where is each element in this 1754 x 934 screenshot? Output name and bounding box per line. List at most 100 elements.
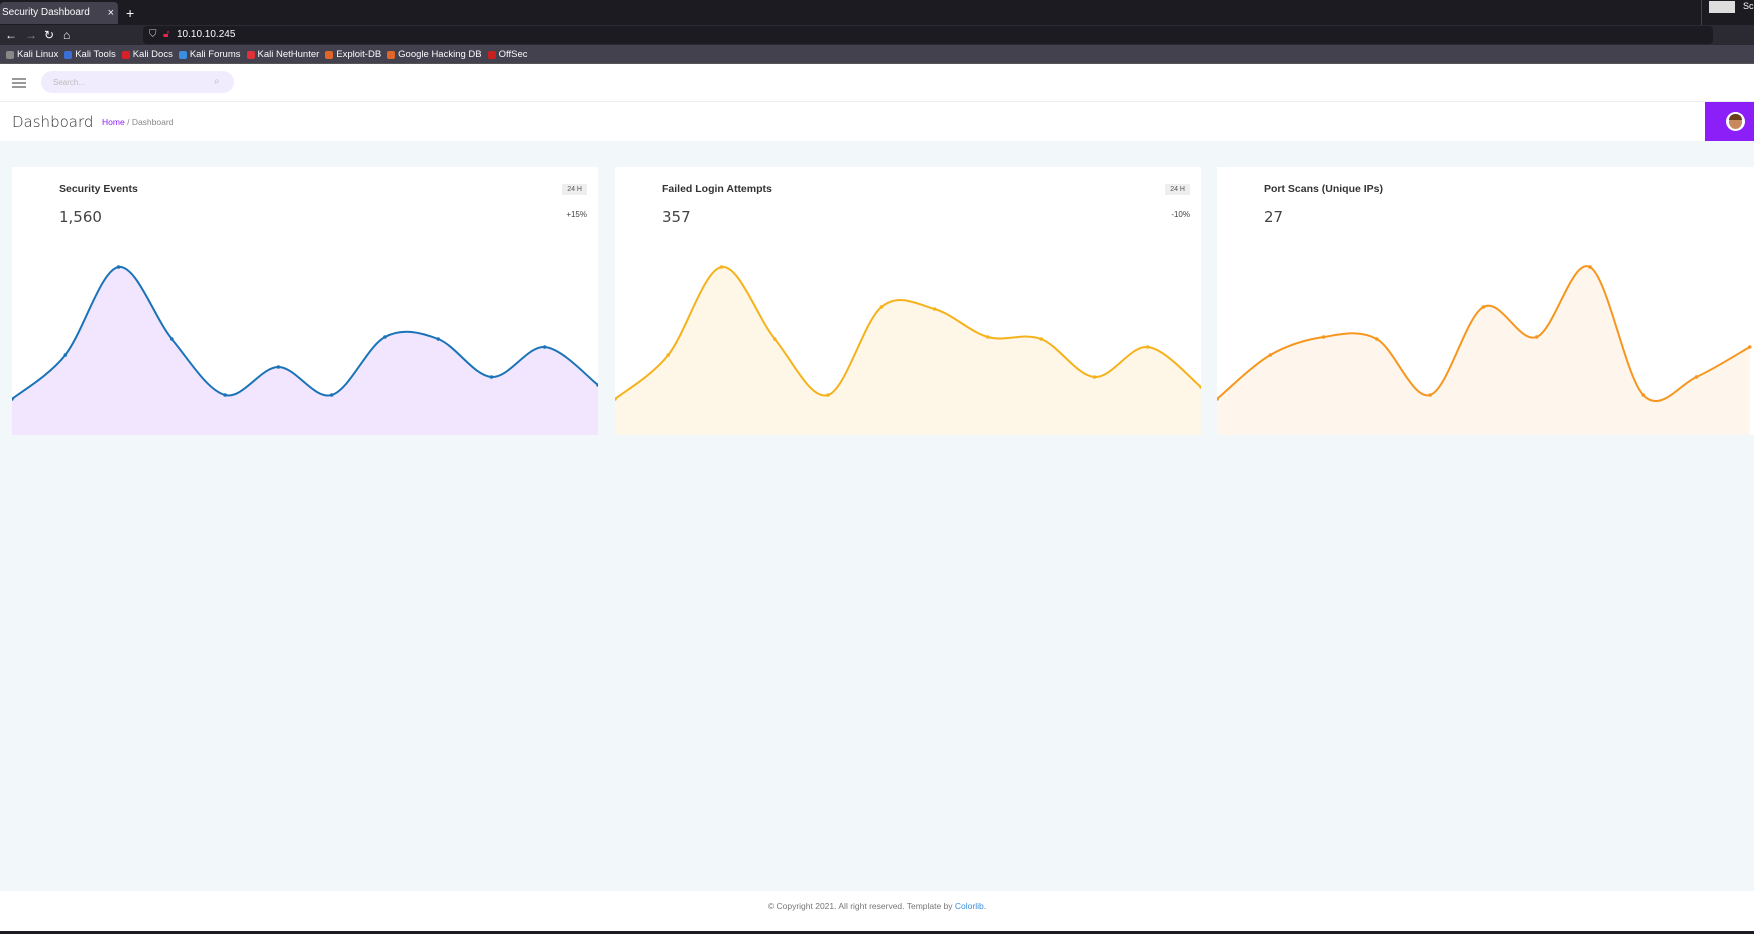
- data-point[interactable]: [436, 337, 440, 341]
- data-point[interactable]: [542, 345, 547, 349]
- new-tab-button[interactable]: +: [126, 5, 135, 21]
- url-text: 10.10.10.245: [177, 29, 236, 40]
- browser-tab[interactable]: Security Dashboard ×: [0, 2, 118, 24]
- bookmark-item[interactable]: Exploit-DB: [325, 45, 381, 64]
- card-title: Failed Login Attempts: [662, 183, 772, 195]
- data-point[interactable]: [1145, 345, 1150, 349]
- bookmark-item[interactable]: Kali Forums: [178, 45, 241, 64]
- data-point[interactable]: [1375, 337, 1379, 341]
- bookmark-item[interactable]: Kali NetHunter: [246, 45, 320, 64]
- search-input[interactable]: [41, 71, 234, 93]
- data-point[interactable]: [329, 393, 334, 397]
- search-icon[interactable]: ⌕: [214, 76, 220, 87]
- data-point[interactable]: [1199, 385, 1201, 389]
- avatar: [1726, 112, 1745, 131]
- browser-nav-bar: ← → ↻ ⌂ ⛉ 🔓︎ 10.10.10.245: [0, 25, 1754, 45]
- data-point[interactable]: [276, 365, 281, 369]
- area-chart: [1217, 265, 1752, 435]
- data-point[interactable]: [1641, 393, 1645, 397]
- data-point[interactable]: [12, 397, 14, 401]
- area-chart: [615, 265, 1201, 435]
- bookmark-item[interactable]: Kali Linux: [6, 45, 58, 64]
- data-point[interactable]: [223, 393, 227, 397]
- breadcrumb-home[interactable]: Home: [102, 117, 125, 127]
- bookmark-icon: [487, 50, 496, 59]
- data-point[interactable]: [170, 337, 174, 341]
- lock-icon: 🔓︎: [163, 29, 170, 40]
- data-point[interactable]: [1039, 337, 1043, 341]
- change-percent: -10%: [1171, 210, 1190, 219]
- data-point[interactable]: [1588, 265, 1592, 269]
- bookmark-label: Google Hacking DB: [398, 49, 482, 60]
- area-chart: [12, 265, 598, 435]
- data-point[interactable]: [826, 393, 830, 397]
- card-value: 1,560: [59, 208, 102, 226]
- period-badge: 24 H: [1165, 184, 1190, 195]
- colorlib-link[interactable]: Colorlib: [954, 901, 984, 911]
- data-point[interactable]: [116, 265, 121, 269]
- card-value: 357: [662, 208, 691, 226]
- data-point[interactable]: [1534, 335, 1539, 339]
- data-point[interactable]: [666, 353, 671, 357]
- bookmark-icon: [64, 50, 73, 59]
- bookmark-label: Kali Linux: [17, 49, 59, 60]
- bookmark-icon: [178, 50, 187, 59]
- bookmark-label: Kali Forums: [189, 49, 241, 60]
- breadcrumb: Home / Dashboard: [102, 117, 173, 127]
- data-point[interactable]: [596, 383, 598, 387]
- data-point[interactable]: [1481, 305, 1486, 309]
- bookmarks-bar: Kali Linux Kali Tools Kali Docs Kali Forums…: [0, 45, 1754, 64]
- data-point[interactable]: [1321, 335, 1326, 339]
- data-point[interactable]: [1092, 375, 1097, 379]
- series-area: [1217, 266, 1750, 435]
- close-tab-icon[interactable]: ×: [107, 7, 114, 19]
- footer-end: .: [983, 901, 987, 911]
- bookmark-label: Kali Tools: [75, 49, 116, 60]
- page-title: Dashboard: [12, 113, 94, 131]
- stat-card: Security Events 1,560 24 H +15%: [12, 167, 598, 435]
- bookmark-label: Kali Docs: [132, 49, 173, 60]
- bookmark-item[interactable]: Kali Tools: [64, 45, 116, 64]
- bookmark-icon: [6, 50, 14, 59]
- series-area: [12, 266, 598, 435]
- data-point[interactable]: [773, 337, 777, 341]
- data-point[interactable]: [1747, 345, 1752, 349]
- breadcrumb-separator: /: [127, 117, 130, 127]
- data-point[interactable]: [383, 335, 387, 339]
- bookmark-label: Kali NetHunter: [257, 49, 320, 60]
- overlay-thumbnail: [1709, 1, 1735, 13]
- footer-text: © Copyright 2021. All right reserved. Te…: [767, 901, 955, 911]
- forward-icon[interactable]: →: [25, 28, 37, 42]
- tab-title: Security Dashboard: [2, 7, 90, 18]
- data-point[interactable]: [1694, 375, 1699, 379]
- hamburger-menu-icon[interactable]: [12, 78, 26, 88]
- card-title: Port Scans (Unique IPs): [1264, 183, 1384, 195]
- data-point[interactable]: [932, 307, 937, 311]
- bookmark-item[interactable]: Kali Docs: [121, 45, 173, 64]
- url-bar[interactable]: ⛉ 🔓︎ 10.10.10.245: [143, 26, 1713, 44]
- reload-icon[interactable]: ↻: [44, 28, 55, 42]
- data-point[interactable]: [1268, 353, 1273, 357]
- overlay-text: Scr: [1743, 1, 1754, 11]
- data-point[interactable]: [63, 353, 68, 357]
- data-point[interactable]: [719, 265, 724, 269]
- stat-card: Port Scans (Unique IPs) 27: [1217, 167, 1754, 435]
- bookmark-label: OffSec: [498, 49, 528, 60]
- bookmark-item[interactable]: OffSec: [487, 45, 528, 64]
- data-point[interactable]: [986, 335, 990, 339]
- data-point[interactable]: [1428, 393, 1432, 397]
- bookmark-item[interactable]: Google Hacking DB: [387, 45, 482, 64]
- browser-tab-bar: Security Dashboard × +: [0, 0, 1754, 25]
- stat-card: Failed Login Attempts 357 24 H -10%: [615, 167, 1201, 435]
- bookmark-icon: [325, 50, 334, 59]
- data-point[interactable]: [879, 305, 884, 309]
- home-icon[interactable]: ⌂: [63, 28, 71, 42]
- data-point[interactable]: [615, 397, 617, 401]
- data-point[interactable]: [1217, 397, 1219, 401]
- bookmark-icon: [121, 50, 130, 59]
- taskbar: [0, 931, 1754, 934]
- page-title-bar: Dashboard Home / Dashboard: [0, 102, 1754, 141]
- back-icon[interactable]: ←: [5, 28, 17, 42]
- user-menu-button[interactable]: [1705, 102, 1754, 141]
- data-point[interactable]: [489, 375, 494, 379]
